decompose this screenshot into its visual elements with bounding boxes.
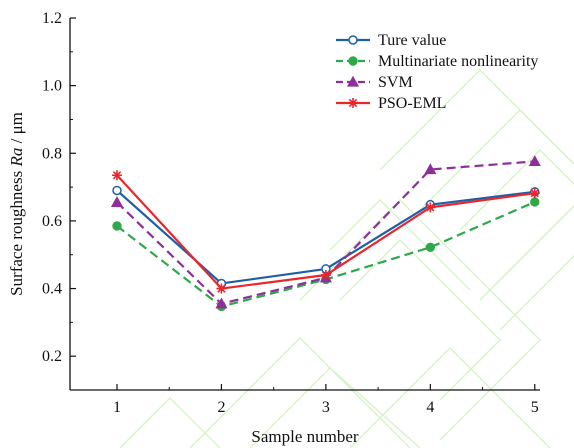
watermark-shape bbox=[339, 239, 501, 401]
axes: 0.2 0.4 0.6 0.8 1.0 1.2 1 2 3 4 5 bbox=[42, 10, 540, 416]
y-tick-label: 0.2 bbox=[42, 348, 62, 365]
legend: Ture value Multinariate nonlinearity SVM PS… bbox=[336, 32, 538, 112]
x-tick-label: 5 bbox=[531, 399, 539, 416]
series-pso-eml bbox=[112, 170, 540, 294]
y-tick-label: 0.4 bbox=[42, 281, 62, 298]
series-svm bbox=[110, 155, 541, 309]
data-point bbox=[110, 196, 124, 207]
legend-label: Multinariate nonlinearity bbox=[378, 53, 538, 70]
watermark-shape bbox=[249, 367, 421, 448]
y-tick-label: 1.0 bbox=[42, 78, 62, 95]
watermark-shape bbox=[459, 149, 574, 231]
legend-marker bbox=[348, 35, 358, 45]
watermark-shape bbox=[479, 205, 574, 301]
y-axis-title-prefix: Surface roughness bbox=[7, 167, 26, 296]
data-point bbox=[529, 188, 540, 199]
y-tick-label: 0.8 bbox=[42, 145, 62, 162]
data-point bbox=[112, 170, 122, 181]
data-point bbox=[424, 163, 437, 175]
y-axis-title-suffix: / μm bbox=[7, 112, 26, 148]
y-axis-title-italic: Ra bbox=[7, 148, 26, 168]
watermark-shape bbox=[329, 199, 471, 291]
series-layer bbox=[110, 155, 541, 312]
x-tick-label: 4 bbox=[426, 399, 434, 416]
watermark-shape bbox=[379, 69, 574, 171]
legend-marker bbox=[346, 75, 360, 87]
legend-marker bbox=[348, 56, 358, 66]
data-point bbox=[320, 270, 331, 281]
legend-label: Ture value bbox=[378, 32, 446, 49]
series-ture-value bbox=[112, 185, 540, 289]
x-tick-label: 1 bbox=[113, 399, 121, 416]
watermark-shape bbox=[119, 397, 221, 448]
watermark-shape bbox=[299, 199, 541, 441]
background-watermark-pattern bbox=[119, 69, 574, 448]
watermark-shape bbox=[189, 337, 411, 448]
legend-marker bbox=[348, 98, 358, 108]
legend-label: PSO-EML bbox=[378, 95, 446, 112]
y-axis-title: Surface roughness Ra / μm bbox=[7, 112, 26, 296]
legend-item: Multinariate nonlinearity bbox=[336, 53, 538, 70]
x-tick-label: 2 bbox=[217, 399, 225, 416]
data-point bbox=[425, 242, 436, 252]
y-tick-label: 1.2 bbox=[42, 10, 62, 27]
data-point bbox=[112, 221, 122, 231]
y-tick-label: 0.6 bbox=[42, 213, 62, 230]
data-point bbox=[530, 197, 540, 207]
legend-label: SVM bbox=[378, 74, 413, 91]
legend-item: PSO-EML bbox=[336, 95, 446, 112]
x-tick-label: 3 bbox=[322, 399, 330, 416]
data-point bbox=[216, 283, 227, 294]
data-point bbox=[425, 202, 436, 213]
data-point bbox=[528, 155, 541, 167]
legend-item: Ture value bbox=[336, 32, 446, 49]
x-axis-title: Sample number bbox=[251, 427, 359, 446]
watermark-shape bbox=[499, 255, 574, 331]
legend-item: SVM bbox=[336, 74, 413, 91]
data-point bbox=[215, 297, 228, 309]
data-point bbox=[112, 185, 122, 196]
watermark-shape bbox=[349, 347, 551, 448]
